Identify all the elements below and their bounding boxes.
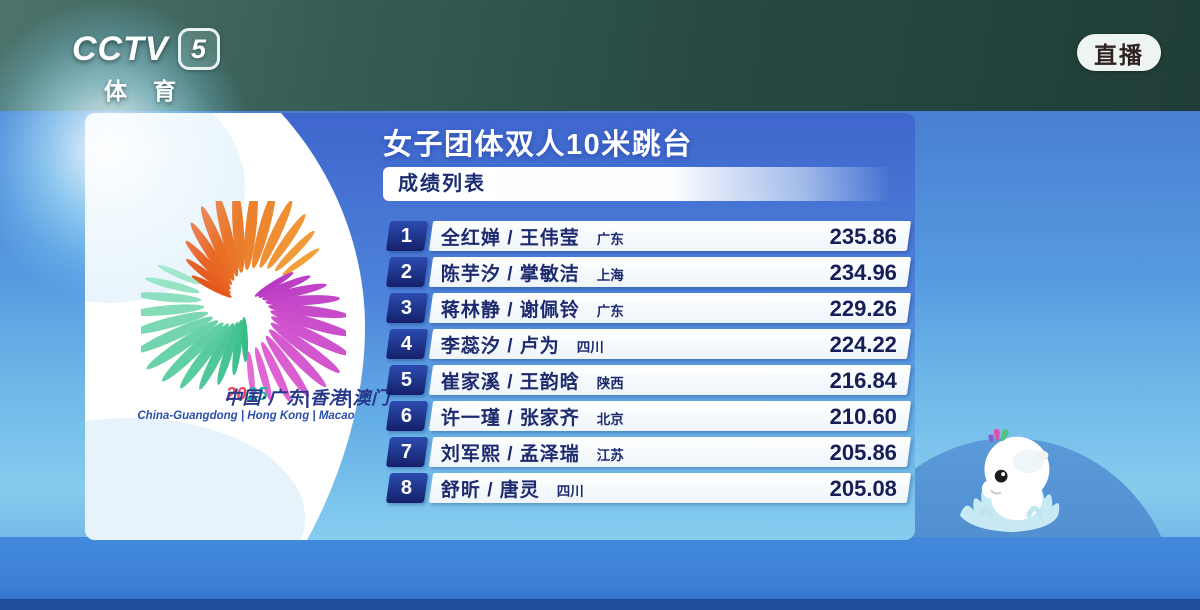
table-row: 7 刘军熙 / 孟泽瑞 江苏 205.86 <box>385 437 912 467</box>
table-row: 6 许一瑾 / 张家齐 北京 210.60 <box>385 401 912 431</box>
channel-subtitle: 体育 <box>104 78 202 104</box>
results-header-label: 成绩列表 <box>398 173 486 195</box>
result-bar: 刘军熙 / 孟泽瑞 江苏 205.86 <box>428 437 912 467</box>
region-label: 陕西 <box>596 375 624 391</box>
rank-value: 2 <box>401 260 413 283</box>
channel-name: CCTV <box>72 29 169 68</box>
region-label: 江苏 <box>596 447 624 463</box>
water-foreground <box>0 537 1200 610</box>
rank-value: 3 <box>401 296 413 319</box>
score-value: 210.60 <box>829 403 897 429</box>
table-row: 4 李蕊汐 / 卢为 四川 224.22 <box>385 329 912 359</box>
rank-value: 8 <box>401 476 413 499</box>
bottom-dark-strip <box>0 599 1200 610</box>
athlete-names: 许一瑾 / 张家齐 <box>441 407 580 429</box>
athlete-names: 蒋林静 / 谢佩铃 <box>441 299 580 321</box>
channel-logo: CCTV 5 体育 <box>72 28 220 106</box>
rank-badge: 2 <box>385 257 429 287</box>
table-row: 1 全红婵 / 王伟莹 广东 235.86 <box>385 221 912 251</box>
athlete-names: 陈芋汐 / 掌敏洁 <box>441 263 580 285</box>
rank-badge: 3 <box>385 293 429 323</box>
event-title: 女子团体双人10米跳台 <box>383 129 693 161</box>
rank-badge: 6 <box>385 401 429 431</box>
score-value: 229.26 <box>829 295 897 321</box>
region-label: 四川 <box>576 339 604 355</box>
table-row: 3 蒋林静 / 谢佩铃 广东 229.26 <box>385 293 912 323</box>
live-badge-label: 直播 <box>1094 41 1144 68</box>
rank-badge: 7 <box>385 437 429 467</box>
rank-badge: 8 <box>385 473 429 503</box>
score-value: 205.08 <box>829 475 897 501</box>
rank-value: 7 <box>401 440 413 463</box>
rank-badge: 5 <box>385 365 429 395</box>
athlete-names: 李蕊汐 / 卢为 <box>441 335 560 357</box>
games-emblem-icon <box>141 201 346 402</box>
result-bar: 陈芋汐 / 掌敏洁 上海 234.96 <box>428 257 912 287</box>
table-row: 8 舒昕 / 唐灵 四川 205.08 <box>385 473 912 503</box>
result-bar: 舒昕 / 唐灵 四川 205.08 <box>428 473 912 503</box>
rank-badge: 1 <box>385 221 429 251</box>
result-bar: 全红婵 / 王伟莹 广东 235.86 <box>428 221 912 251</box>
scoreboard-panel: 中国·广东|香港|澳门 2025 China-Guangdong | Hong … <box>85 113 915 540</box>
result-bar: 李蕊汐 / 卢为 四川 224.22 <box>428 329 912 359</box>
result-bar: 许一瑾 / 张家齐 北京 210.60 <box>428 401 912 431</box>
result-bar: 蒋林静 / 谢佩铃 广东 229.26 <box>428 293 912 323</box>
channel-number-badge: 5 <box>177 28 220 70</box>
rank-value: 4 <box>401 332 413 355</box>
emblem-title-en: China-Guangdong | Hong Kong | Macao <box>137 410 355 422</box>
emblem-year-first: 20 <box>225 384 247 404</box>
emblem-cn-text: 中国·广东|香港|澳门 <box>223 388 390 408</box>
rank-value: 6 <box>401 404 413 427</box>
mascot-dolphin-icon <box>959 428 1060 533</box>
rank-badge: 4 <box>385 329 429 359</box>
region-label: 上海 <box>596 267 624 283</box>
emblem-year-second: 25 <box>247 384 269 404</box>
emblem-title-cn: 中国·广东|香港|澳门 2025 <box>90 384 402 408</box>
table-row: 5 崔家溪 / 王韵晗 陕西 216.84 <box>385 365 912 395</box>
score-value: 216.84 <box>829 367 897 393</box>
score-value: 205.86 <box>829 439 897 465</box>
athlete-names: 崔家溪 / 王韵晗 <box>441 371 580 393</box>
score-value: 235.86 <box>829 223 897 249</box>
result-bar: 崔家溪 / 王韵晗 陕西 216.84 <box>428 365 912 395</box>
score-value: 234.96 <box>829 259 897 285</box>
athlete-names: 刘军熙 / 孟泽瑞 <box>441 443 580 465</box>
results-header-bar: 成绩列表 <box>383 167 907 201</box>
region-label: 广东 <box>596 303 624 319</box>
rank-value: 5 <box>401 368 413 391</box>
results-table: 1 全红婵 / 王伟莹 广东 235.86 2 陈芋汐 / 掌敏洁 上海 234… <box>385 221 912 509</box>
athlete-names: 舒昕 / 唐灵 <box>441 479 540 501</box>
score-value: 224.22 <box>829 331 897 357</box>
region-label: 北京 <box>596 411 624 427</box>
rank-value: 1 <box>401 224 413 247</box>
region-label: 四川 <box>556 483 584 499</box>
table-row: 2 陈芋汐 / 掌敏洁 上海 234.96 <box>385 257 912 287</box>
live-badge: 直播 <box>1077 34 1161 71</box>
athlete-names: 全红婵 / 王伟莹 <box>441 227 580 249</box>
region-label: 广东 <box>596 231 624 247</box>
